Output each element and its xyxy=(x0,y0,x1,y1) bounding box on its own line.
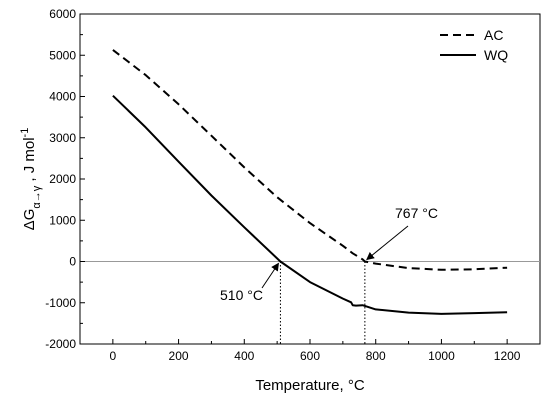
y-tick-label: 1000 xyxy=(49,213,76,227)
axis-titles: Temperature, °C ΔGα→γ , J mol-1 xyxy=(19,128,365,394)
annotation-767: 767 °C xyxy=(395,205,438,221)
x-axis-title: Temperature, °C xyxy=(255,377,365,394)
series-line-wq xyxy=(112,94,508,315)
x-tick-label: 200 xyxy=(169,349,189,363)
y-axis-title: ΔGα→γ , J mol-1 xyxy=(19,128,43,231)
x-tick-label: 400 xyxy=(234,349,254,363)
y-tick-label: 2000 xyxy=(49,172,76,186)
series-layer xyxy=(112,49,508,315)
x-tick-label: 600 xyxy=(300,349,320,363)
y-tick-label: 5000 xyxy=(49,48,76,62)
y-axis-title-main: ΔG xyxy=(21,209,38,231)
x-tick-label: 1200 xyxy=(494,349,521,363)
annotation-510: 510 °C xyxy=(220,287,263,303)
annotation-layer: 510 °C 767 °C xyxy=(220,205,438,344)
legend-label-ac: AC xyxy=(484,27,503,43)
legend-label-wq: WQ xyxy=(484,47,508,63)
axes-layer: 0 200 400 600 800 1000 1200 -2000 -1000 0 1000 2000… xyxy=(45,7,541,363)
x-tick-label: 0 xyxy=(110,349,117,363)
y-axis-title-superscript: -1 xyxy=(19,128,31,138)
series-line-ac xyxy=(112,49,508,271)
plot-frame xyxy=(79,13,541,345)
y-axis-title-rest: , J mol xyxy=(21,137,38,185)
x-tick-label: 1000 xyxy=(428,349,455,363)
legend: AC WQ xyxy=(440,27,508,63)
annotation-arrow-510 xyxy=(261,262,279,289)
annotation-arrow-767 xyxy=(366,225,409,261)
y-tick-label: 3000 xyxy=(49,131,76,145)
y-tick-label: -1000 xyxy=(45,296,76,310)
y-tick-label: -2000 xyxy=(45,337,76,351)
y-tick-label: 0 xyxy=(69,255,76,269)
y-tick-label: 4000 xyxy=(49,90,76,104)
y-axis-title-subscript: α→γ xyxy=(31,185,43,208)
x-tick-label: 800 xyxy=(366,349,386,363)
y-tick-label: 6000 xyxy=(49,7,76,21)
